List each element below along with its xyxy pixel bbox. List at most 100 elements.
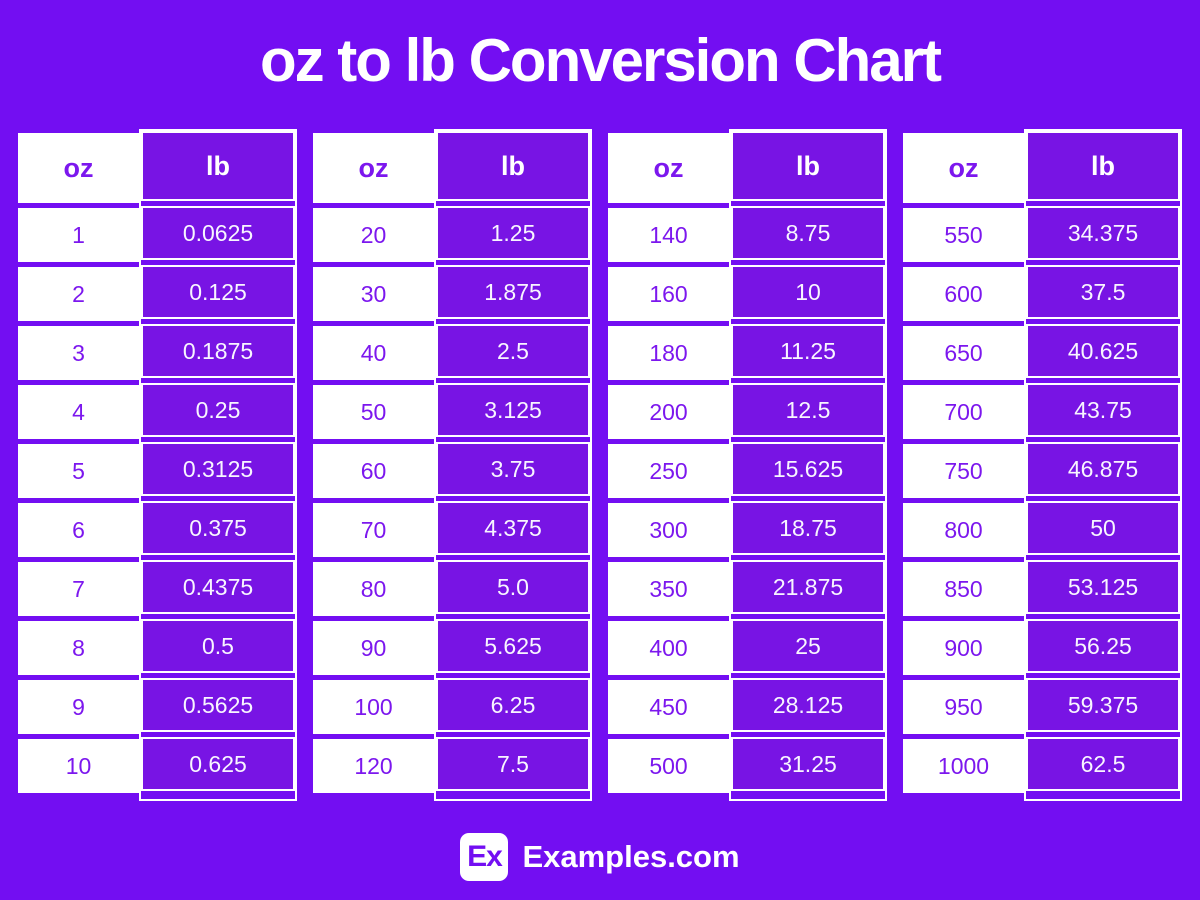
lb-value-cell: 43.75 xyxy=(1026,383,1180,437)
lb-value-cell: 62.5 xyxy=(1026,737,1180,791)
lb-value-cell: 0.3125 xyxy=(141,442,295,496)
conversion-table: oz 20 30 40 50 60 70 80 90 100 120 lb 1.25 1.875 2.5 3.… xyxy=(313,129,592,801)
lb-value-cell: 28.125 xyxy=(731,678,885,732)
page-title: oz to lb Conversion Chart xyxy=(259,27,942,94)
lb-value-cell: 50 xyxy=(1026,501,1180,555)
oz-value-cell: 180 xyxy=(608,326,729,380)
oz-value-cell: 1 xyxy=(18,208,139,262)
lb-value-cell: 0.625 xyxy=(141,737,295,791)
examples-logo-text: Ex xyxy=(467,840,503,873)
lb-value-cell: 46.875 xyxy=(1026,442,1180,496)
oz-value-cell: 1000 xyxy=(903,739,1024,793)
lb-value-cell: 0.125 xyxy=(141,265,295,319)
oz-value-cell: 10 xyxy=(18,739,139,793)
oz-value-cell: 100 xyxy=(313,680,434,734)
oz-value-cell: 400 xyxy=(608,621,729,675)
oz-value-cell: 160 xyxy=(608,267,729,321)
oz-value-cell: 5 xyxy=(18,444,139,498)
lb-value-cell: 12.5 xyxy=(731,383,885,437)
oz-value-cell: 550 xyxy=(903,208,1024,262)
oz-header: oz xyxy=(608,133,729,203)
oz-value-cell: 700 xyxy=(903,385,1024,439)
oz-header: oz xyxy=(18,133,139,203)
lb-column: lb 1.25 1.875 2.5 3.125 3.75 4.375 5.0 5.625 6.25… xyxy=(434,129,592,801)
oz-column: oz 20 30 40 50 60 70 80 90 100 120 xyxy=(313,133,434,801)
oz-value-cell: 850 xyxy=(903,562,1024,616)
oz-value-cell: 60 xyxy=(313,444,434,498)
lb-value-cell: 0.1875 xyxy=(141,324,295,378)
lb-value-cell: 18.75 xyxy=(731,501,885,555)
lb-header: lb xyxy=(436,131,590,201)
oz-value-cell: 600 xyxy=(903,267,1024,321)
lb-value-cell: 5.0 xyxy=(436,560,590,614)
oz-value-cell: 350 xyxy=(608,562,729,616)
oz-value-cell: 200 xyxy=(608,385,729,439)
oz-column: oz 550 600 650 700 750 800 850 900 950 1000 xyxy=(903,133,1024,801)
lb-value-cell: 8.75 xyxy=(731,206,885,260)
lb-value-cell: 6.25 xyxy=(436,678,590,732)
lb-value-cell: 37.5 xyxy=(1026,265,1180,319)
oz-value-cell: 450 xyxy=(608,680,729,734)
lb-value-cell: 34.375 xyxy=(1026,206,1180,260)
lb-value-cell: 31.25 xyxy=(731,737,885,791)
lb-header: lb xyxy=(1026,131,1180,201)
lb-value-cell: 15.625 xyxy=(731,442,885,496)
oz-header: oz xyxy=(313,133,434,203)
oz-value-cell: 2 xyxy=(18,267,139,321)
lb-value-cell: 0.5625 xyxy=(141,678,295,732)
lb-value-cell: 25 xyxy=(731,619,885,673)
oz-value-cell: 300 xyxy=(608,503,729,557)
oz-value-cell: 8 xyxy=(18,621,139,675)
lb-value-cell: 40.625 xyxy=(1026,324,1180,378)
lb-value-cell: 1.25 xyxy=(436,206,590,260)
oz-value-cell: 900 xyxy=(903,621,1024,675)
lb-value-cell: 4.375 xyxy=(436,501,590,555)
lb-value-cell: 2.5 xyxy=(436,324,590,378)
conversion-tables: oz 1 2 3 4 5 6 7 8 9 10 lb 0.0625 0.125 0.1875 0.25 0.31… xyxy=(0,129,1200,801)
oz-value-cell: 20 xyxy=(313,208,434,262)
lb-column: lb 8.75 10 11.25 12.5 15.625 18.75 21.875 25 28.1… xyxy=(729,129,887,801)
lb-value-cell: 56.25 xyxy=(1026,619,1180,673)
lb-value-cell: 53.125 xyxy=(1026,560,1180,614)
lb-value-cell: 3.125 xyxy=(436,383,590,437)
lb-column: lb 34.375 37.5 40.625 43.75 46.875 50 53.125 56.… xyxy=(1024,129,1182,801)
lb-value-cell: 0.4375 xyxy=(141,560,295,614)
lb-value-cell: 3.75 xyxy=(436,442,590,496)
lb-column: lb 0.0625 0.125 0.1875 0.25 0.3125 0.375 0.4375… xyxy=(139,129,297,801)
oz-value-cell: 9 xyxy=(18,680,139,734)
lb-value-cell: 11.25 xyxy=(731,324,885,378)
oz-value-cell: 4 xyxy=(18,385,139,439)
oz-value-cell: 750 xyxy=(903,444,1024,498)
lb-value-cell: 1.875 xyxy=(436,265,590,319)
examples-logo: Ex xyxy=(460,833,509,881)
lb-value-cell: 21.875 xyxy=(731,560,885,614)
oz-value-cell: 800 xyxy=(903,503,1024,557)
conversion-table: oz 140 160 180 200 250 300 350 400 450 500 lb 8.75 10… xyxy=(608,129,887,801)
site-name: Examples.com xyxy=(522,839,740,874)
oz-value-cell: 40 xyxy=(313,326,434,380)
lb-header: lb xyxy=(731,131,885,201)
lb-value-cell: 7.5 xyxy=(436,737,590,791)
oz-value-cell: 90 xyxy=(313,621,434,675)
lb-value-cell: 0.0625 xyxy=(141,206,295,260)
oz-value-cell: 500 xyxy=(608,739,729,793)
lb-value-cell: 5.625 xyxy=(436,619,590,673)
oz-value-cell: 70 xyxy=(313,503,434,557)
lb-value-cell: 59.375 xyxy=(1026,678,1180,732)
oz-header: oz xyxy=(903,133,1024,203)
oz-column: oz 1 2 3 4 5 6 7 8 9 10 xyxy=(18,133,139,801)
conversion-table: oz 550 600 650 700 750 800 850 900 950 1000 lb 34.37… xyxy=(903,129,1182,801)
lb-value-cell: 0.375 xyxy=(141,501,295,555)
oz-value-cell: 650 xyxy=(903,326,1024,380)
lb-value-cell: 0.5 xyxy=(141,619,295,673)
oz-value-cell: 140 xyxy=(608,208,729,262)
oz-value-cell: 3 xyxy=(18,326,139,380)
oz-value-cell: 250 xyxy=(608,444,729,498)
oz-value-cell: 30 xyxy=(313,267,434,321)
footer-brand: Ex Examples.com xyxy=(0,833,1200,881)
lb-header: lb xyxy=(141,131,295,201)
oz-value-cell: 950 xyxy=(903,680,1024,734)
oz-column: oz 140 160 180 200 250 300 350 400 450 500 xyxy=(608,133,729,801)
oz-value-cell: 6 xyxy=(18,503,139,557)
conversion-table: oz 1 2 3 4 5 6 7 8 9 10 lb 0.0625 0.125 0.1875 0.25 0.31… xyxy=(18,129,297,801)
